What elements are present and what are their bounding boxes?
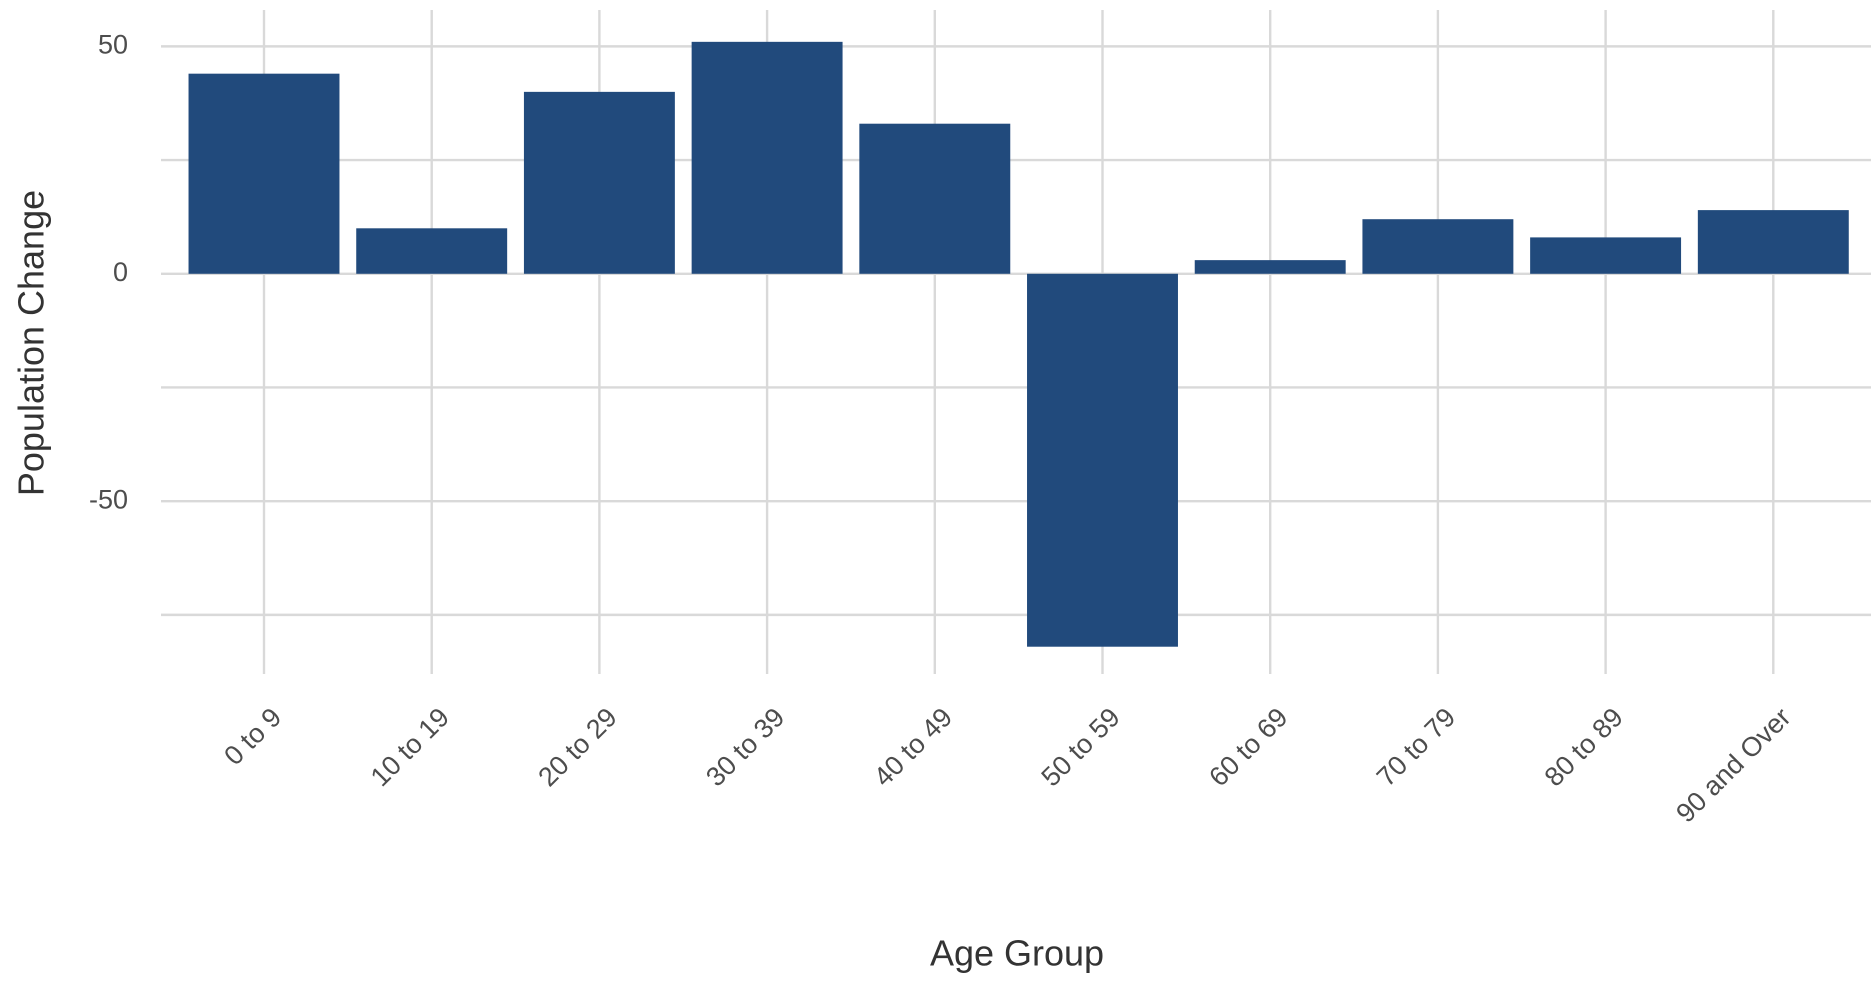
bar (188, 73, 340, 274)
x-tick-label: 10 to 19 (365, 702, 455, 792)
bar (691, 41, 843, 274)
x-tick-label: 90 and Over (1670, 702, 1796, 828)
bar (523, 91, 675, 274)
x-axis-title: Age Group (930, 933, 1104, 974)
y-tick-label: 50 (98, 30, 128, 60)
x-tick-label: 80 to 89 (1539, 702, 1629, 792)
bar (1027, 273, 1178, 647)
x-tick-label: 0 to 9 (218, 702, 287, 771)
x-tick-label: 50 to 59 (1036, 702, 1126, 792)
y-axis-title: Population Change (11, 190, 52, 496)
x-tick-label: 60 to 69 (1203, 702, 1293, 792)
bar (1194, 260, 1346, 274)
y-tick-label: -50 (89, 484, 128, 514)
bar (1362, 219, 1514, 274)
bar (859, 123, 1011, 274)
bar (1530, 237, 1682, 274)
bar (1697, 210, 1849, 274)
x-tick-label: 40 to 49 (868, 702, 958, 792)
x-tick-label: 70 to 79 (1371, 702, 1461, 792)
x-tick-label: 20 to 29 (532, 702, 622, 792)
y-tick-label: 0 (113, 257, 128, 287)
bar (356, 228, 508, 274)
grid (161, 10, 1871, 674)
x-tick-label: 30 to 39 (700, 702, 790, 792)
